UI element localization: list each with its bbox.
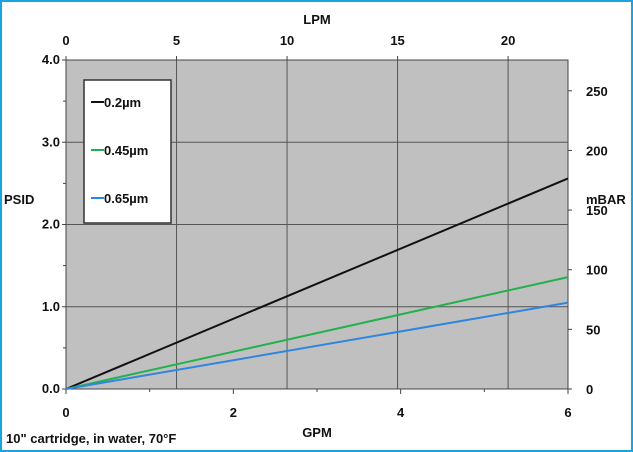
right-tick-label: 200 bbox=[586, 143, 608, 158]
bottom-tick-label: 2 bbox=[230, 405, 237, 420]
left-tick-label: 0.0 bbox=[42, 381, 60, 396]
left-tick-label: 1.0 bbox=[42, 299, 60, 314]
left-tick-label: 3.0 bbox=[42, 134, 60, 149]
bottom-tick-label: 0 bbox=[62, 405, 69, 420]
bottom-tick-label: 6 bbox=[564, 405, 571, 420]
legend-label: 0.65µm bbox=[104, 191, 148, 206]
top-tick-label: 0 bbox=[62, 33, 69, 48]
right-tick-label: 50 bbox=[586, 322, 600, 337]
series-line bbox=[65, 177, 569, 390]
top-tick-label: 10 bbox=[280, 33, 294, 48]
series-line bbox=[65, 276, 569, 390]
right-tick-label: 250 bbox=[586, 84, 608, 99]
right-axis-title: mBAR bbox=[586, 192, 626, 207]
right-tick-label: 150 bbox=[586, 203, 608, 218]
left-tick-label: 4.0 bbox=[42, 52, 60, 67]
legend-label: 0.45µm bbox=[104, 143, 148, 158]
bottom-axis-title: GPM bbox=[302, 425, 332, 440]
bottom-tick-label: 4 bbox=[397, 405, 405, 420]
right-tick-label: 0 bbox=[586, 382, 593, 397]
top-axis-title: LPM bbox=[303, 12, 330, 27]
legend-box bbox=[83, 79, 172, 224]
top-tick-label: 5 bbox=[173, 33, 180, 48]
left-axis-title: PSID bbox=[4, 192, 34, 207]
series-lines bbox=[65, 177, 569, 390]
axis-ticks: 0.01.02.03.04.00 5 10 15 200 2 4 60501001502002… bbox=[42, 33, 608, 420]
top-tick-label: 20 bbox=[501, 33, 515, 48]
top-tick-label: 15 bbox=[390, 33, 404, 48]
chart-footnote: 10" cartridge, in water, 70°F bbox=[6, 431, 177, 446]
series-line bbox=[65, 301, 569, 390]
legend: 0.2µm 0.45µm 0.65µm bbox=[83, 79, 172, 224]
right-tick-label: 100 bbox=[586, 263, 608, 278]
legend-label: 0.2µm bbox=[104, 95, 141, 110]
grid-lines bbox=[66, 59, 568, 390]
left-tick-label: 2.0 bbox=[42, 217, 60, 232]
